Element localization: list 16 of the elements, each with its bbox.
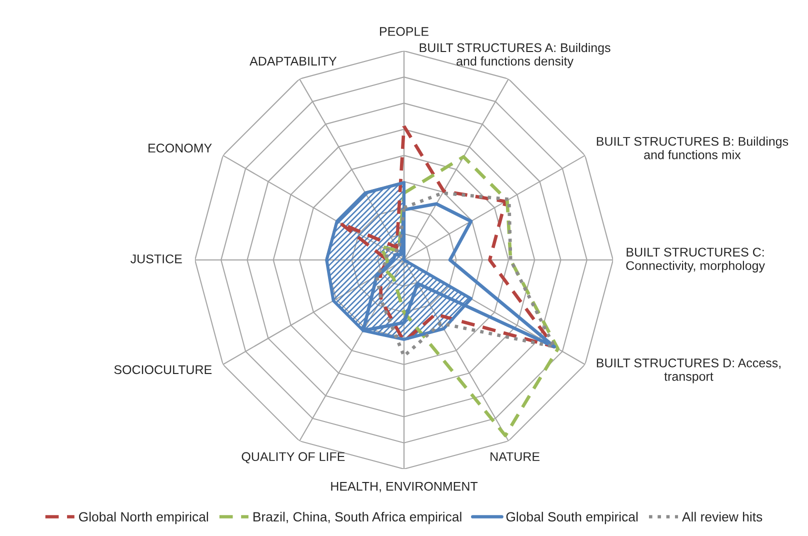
spoke-label: BUILT STRUCTURES A: Buildings and functions density	[420, 42, 610, 68]
spoke-label: HEALTH, ENVIRONMENT	[331, 482, 478, 492]
spoke-label: BUILT STRUCTURES C: Connectivity, morphology	[626, 248, 765, 273]
spoke-label: PEOPLE	[380, 27, 428, 36]
spoke-label: JUSTICE	[130, 254, 182, 264]
spoke-label: ADAPTABILITY	[250, 56, 337, 66]
spoke-label: NATURE	[490, 452, 540, 462]
spoke-label: SOCIOCULTURE	[114, 365, 212, 374]
legend-label: All review hits	[682, 512, 762, 522]
spoke-label: QUALITY OF LIFE	[242, 452, 345, 464]
spoke-label: ECONOMY	[148, 144, 212, 153]
legend-label: Global South empirical	[506, 512, 638, 524]
legend-label: Global North empirical	[79, 512, 208, 524]
legend-label: Brazil, China, South Africa empirical	[254, 512, 462, 524]
spoke-label: BUILT STRUCTURES B: Buildings and functions mix	[596, 136, 788, 160]
spoke-label: BUILT STRUCTURES D: Access, transport	[596, 358, 780, 384]
